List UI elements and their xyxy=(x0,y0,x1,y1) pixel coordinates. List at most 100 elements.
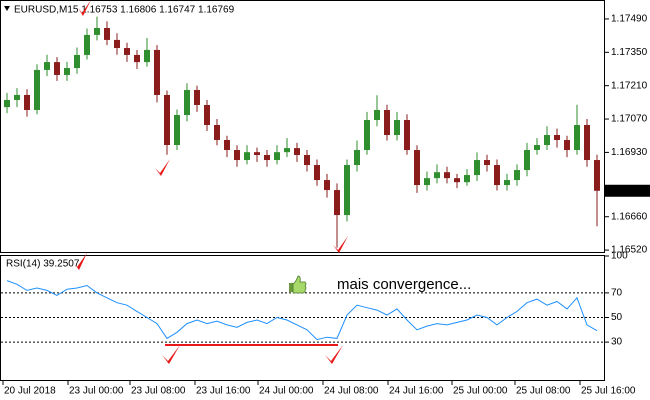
candle-body xyxy=(534,145,540,151)
candle-body xyxy=(484,160,490,166)
rsi-label: RSI(14) 39.2507 xyxy=(6,259,80,270)
x-tick-label: 25 Jul 16:00 xyxy=(581,386,636,397)
candle-body xyxy=(114,39,120,49)
thumbs-up-icon xyxy=(289,275,307,294)
y-tick-label: 30 xyxy=(611,337,623,348)
candle-body xyxy=(584,124,590,161)
checkmark xyxy=(333,236,348,253)
candle-body xyxy=(24,94,30,110)
rsi-panel: 100 70 50 30 20 Jul 2018 23 Jul 00:00 23 Jul 0… xyxy=(1,251,636,397)
candle-body xyxy=(44,62,50,70)
candle-body xyxy=(334,190,340,216)
checkmark xyxy=(78,0,91,16)
candle-body xyxy=(514,170,520,181)
candle-body xyxy=(594,160,600,191)
candle-body xyxy=(224,140,230,151)
candle-body xyxy=(364,119,370,151)
x-tick-label: 24 Jul 16:00 xyxy=(389,386,444,397)
price-panel-frame xyxy=(0,0,605,253)
candle-body xyxy=(544,135,550,146)
candle-body xyxy=(244,152,250,161)
candle-body xyxy=(74,54,80,69)
candle-body xyxy=(4,99,10,108)
candle-body xyxy=(54,62,60,75)
candle-body xyxy=(174,114,180,146)
candle-body xyxy=(494,165,500,186)
x-tick-label: 23 Jul 00:00 xyxy=(69,386,124,397)
y-tick-label: 1.16660 xyxy=(611,211,648,222)
rsi-panel-frame xyxy=(0,255,605,381)
checkmarks xyxy=(73,0,348,364)
x-tick-label: 24 Jul 00:00 xyxy=(259,386,314,397)
candle-body xyxy=(254,152,260,156)
candle-body xyxy=(444,172,450,179)
price-panel: 1.17490 1.17350 1.17210 1.17070 1.16930 1.166… xyxy=(4,14,650,256)
candle-body xyxy=(104,28,110,40)
x-tick-label: 25 Jul 00:00 xyxy=(453,386,508,397)
candle-body xyxy=(464,175,470,183)
candle-body xyxy=(94,28,100,35)
y-tick-label: 1.17210 xyxy=(611,80,648,91)
x-tick-label: 23 Jul 16:00 xyxy=(196,386,251,397)
candle-body xyxy=(264,155,270,161)
candle-body xyxy=(214,124,220,141)
x-tick-label: 24 Jul 08:00 xyxy=(324,386,379,397)
checkmark xyxy=(162,345,180,364)
candle-body xyxy=(424,178,430,186)
candle-body xyxy=(34,69,40,110)
candle-body xyxy=(314,165,320,181)
candle-body xyxy=(194,89,200,105)
candle-body xyxy=(454,178,460,183)
y-tick-label: 100 xyxy=(611,251,628,262)
candle-body xyxy=(294,148,300,156)
candle-body xyxy=(554,135,560,141)
current-price-box xyxy=(605,184,650,197)
symbol-header: EURUSD,M15 1.16753 1.16806 1.16747 1.167… xyxy=(14,5,235,16)
candle-body xyxy=(184,89,190,115)
x-tick-label: 20 Jul 2018 xyxy=(4,386,56,397)
candle-body xyxy=(124,48,130,55)
candle-body xyxy=(524,150,530,171)
x-tick-label: 23 Jul 08:00 xyxy=(131,386,186,397)
y-tick-label: 70 xyxy=(611,288,623,299)
candle-body xyxy=(64,68,70,75)
candle-body xyxy=(404,119,410,151)
candle-body xyxy=(274,152,280,161)
dropdown-icon xyxy=(4,6,10,11)
checkmark xyxy=(325,345,343,364)
checkmark xyxy=(73,253,87,270)
candle-body xyxy=(14,94,20,100)
candle-body xyxy=(574,124,580,151)
candle-body xyxy=(154,49,160,95)
candle-body xyxy=(84,34,90,55)
annotation: mais convergence... xyxy=(337,276,471,293)
candle-body xyxy=(344,165,350,216)
candle-body xyxy=(134,54,140,63)
y-tick-label: 1.17070 xyxy=(611,114,648,125)
candle-body xyxy=(284,148,290,153)
y-tick-label: 1.16520 xyxy=(611,245,648,256)
candle-body xyxy=(384,109,390,136)
candle-body xyxy=(374,109,380,120)
candle-body xyxy=(164,94,170,146)
candle-body xyxy=(234,150,240,161)
x-tick-label: 25 Jul 08:00 xyxy=(516,386,571,397)
candle-body xyxy=(434,172,440,179)
candle-body xyxy=(304,155,310,166)
candle-body xyxy=(504,180,510,186)
candle-body xyxy=(204,104,210,125)
candle-body xyxy=(414,150,420,186)
candle-body xyxy=(394,119,400,136)
candle-body xyxy=(564,140,570,151)
current-price-label: 1.16769 xyxy=(610,185,647,196)
candle-body xyxy=(144,49,150,63)
y-tick-label: 1.17490 xyxy=(611,14,648,25)
y-tick-label: 1.17350 xyxy=(611,47,648,58)
candle-body xyxy=(354,150,360,166)
y-tick-label: 50 xyxy=(611,312,623,323)
y-tick-label: 1.16930 xyxy=(611,147,648,158)
candle-body xyxy=(324,180,330,191)
candle-body xyxy=(474,160,480,176)
